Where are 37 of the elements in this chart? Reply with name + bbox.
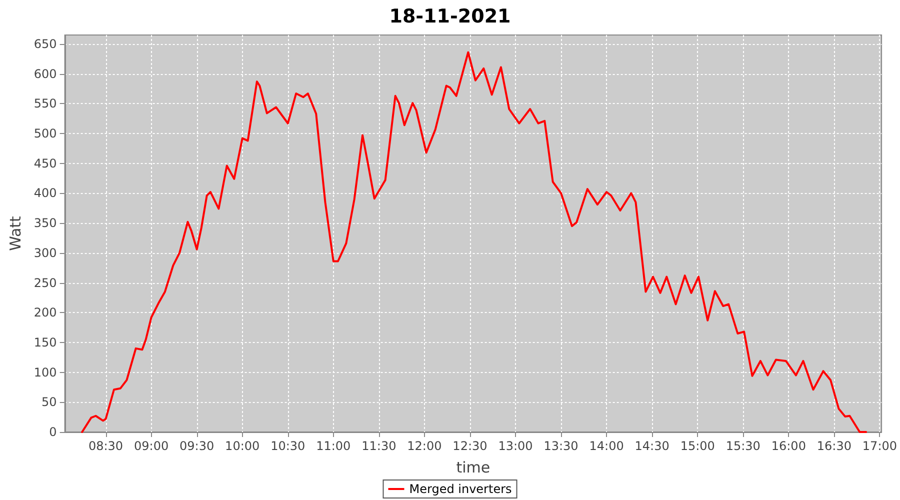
line-series xyxy=(81,51,868,433)
y-tick-label: 400 xyxy=(34,186,57,200)
x-tick-label: 14:00 xyxy=(589,439,624,453)
x-tick-label: 16:00 xyxy=(771,439,806,453)
y-tick-label: 0 xyxy=(49,425,57,439)
x-axis-title: time xyxy=(456,458,490,476)
y-axis-title: Watt xyxy=(6,216,24,251)
chart-title: 18-11-2021 xyxy=(389,6,511,28)
y-tick-label: 300 xyxy=(34,246,57,260)
x-tick-label: 16:30 xyxy=(816,439,852,453)
x-tick-label: 11:00 xyxy=(316,439,351,453)
y-tick-label: 450 xyxy=(34,156,57,170)
x-tick-label: 15:00 xyxy=(680,439,715,453)
y-tick-label: 650 xyxy=(34,36,57,51)
y-tick-label: 150 xyxy=(34,335,57,350)
x-tick-label: 10:30 xyxy=(270,439,306,453)
x-tick-label: 17:00 xyxy=(862,439,898,453)
legend-label: Merged inverters xyxy=(409,482,512,496)
y-tick-label: 350 xyxy=(34,216,57,230)
x-tick-label: 08:30 xyxy=(88,439,124,453)
x-tick-label: 13:00 xyxy=(498,439,533,453)
x-tick-label: 10:00 xyxy=(225,439,260,453)
y-tick-label: 200 xyxy=(34,306,57,320)
y-tick-label: 50 xyxy=(42,395,57,410)
x-tick-label: 14:30 xyxy=(634,439,670,453)
x-tick-label: 09:00 xyxy=(134,439,169,453)
y-tick-label: 250 xyxy=(34,276,57,290)
x-tick-label: 09:30 xyxy=(180,439,214,453)
x-tick-label: 12:30 xyxy=(452,439,488,453)
y-tick-label: 600 xyxy=(34,66,57,81)
x-tick-label: 13:30 xyxy=(544,439,578,453)
x-tick-label: 11:30 xyxy=(362,439,396,453)
x-tick-label: 15:30 xyxy=(726,439,760,453)
x-tick-label: 12:00 xyxy=(407,439,442,453)
y-tick-label: 100 xyxy=(34,365,57,380)
y-tick-label: 500 xyxy=(34,126,57,141)
y-tick-label: 550 xyxy=(34,96,57,111)
